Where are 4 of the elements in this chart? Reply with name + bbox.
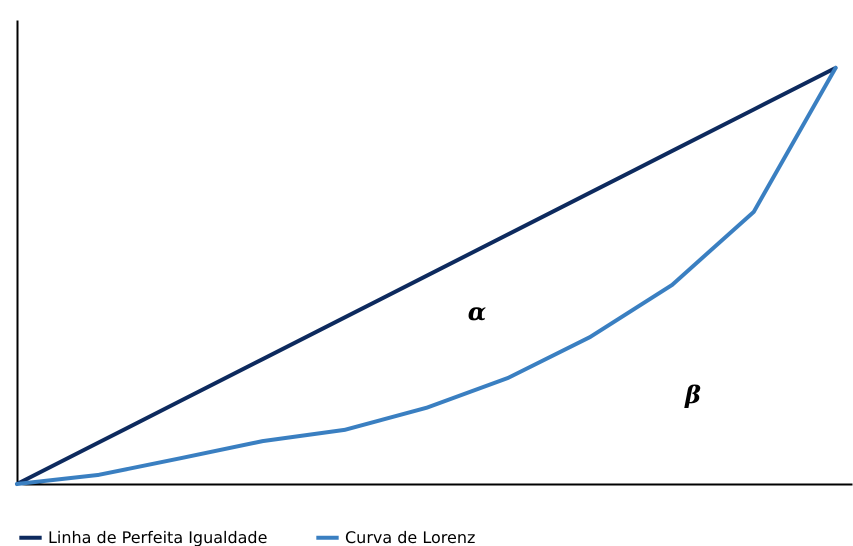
annotation: β (684, 380, 702, 409)
legend-label: Linha de Perfeita Igualdade (48, 528, 268, 546)
annotation: α (468, 297, 486, 326)
legend-label: Curva de Lorenz (345, 528, 476, 546)
